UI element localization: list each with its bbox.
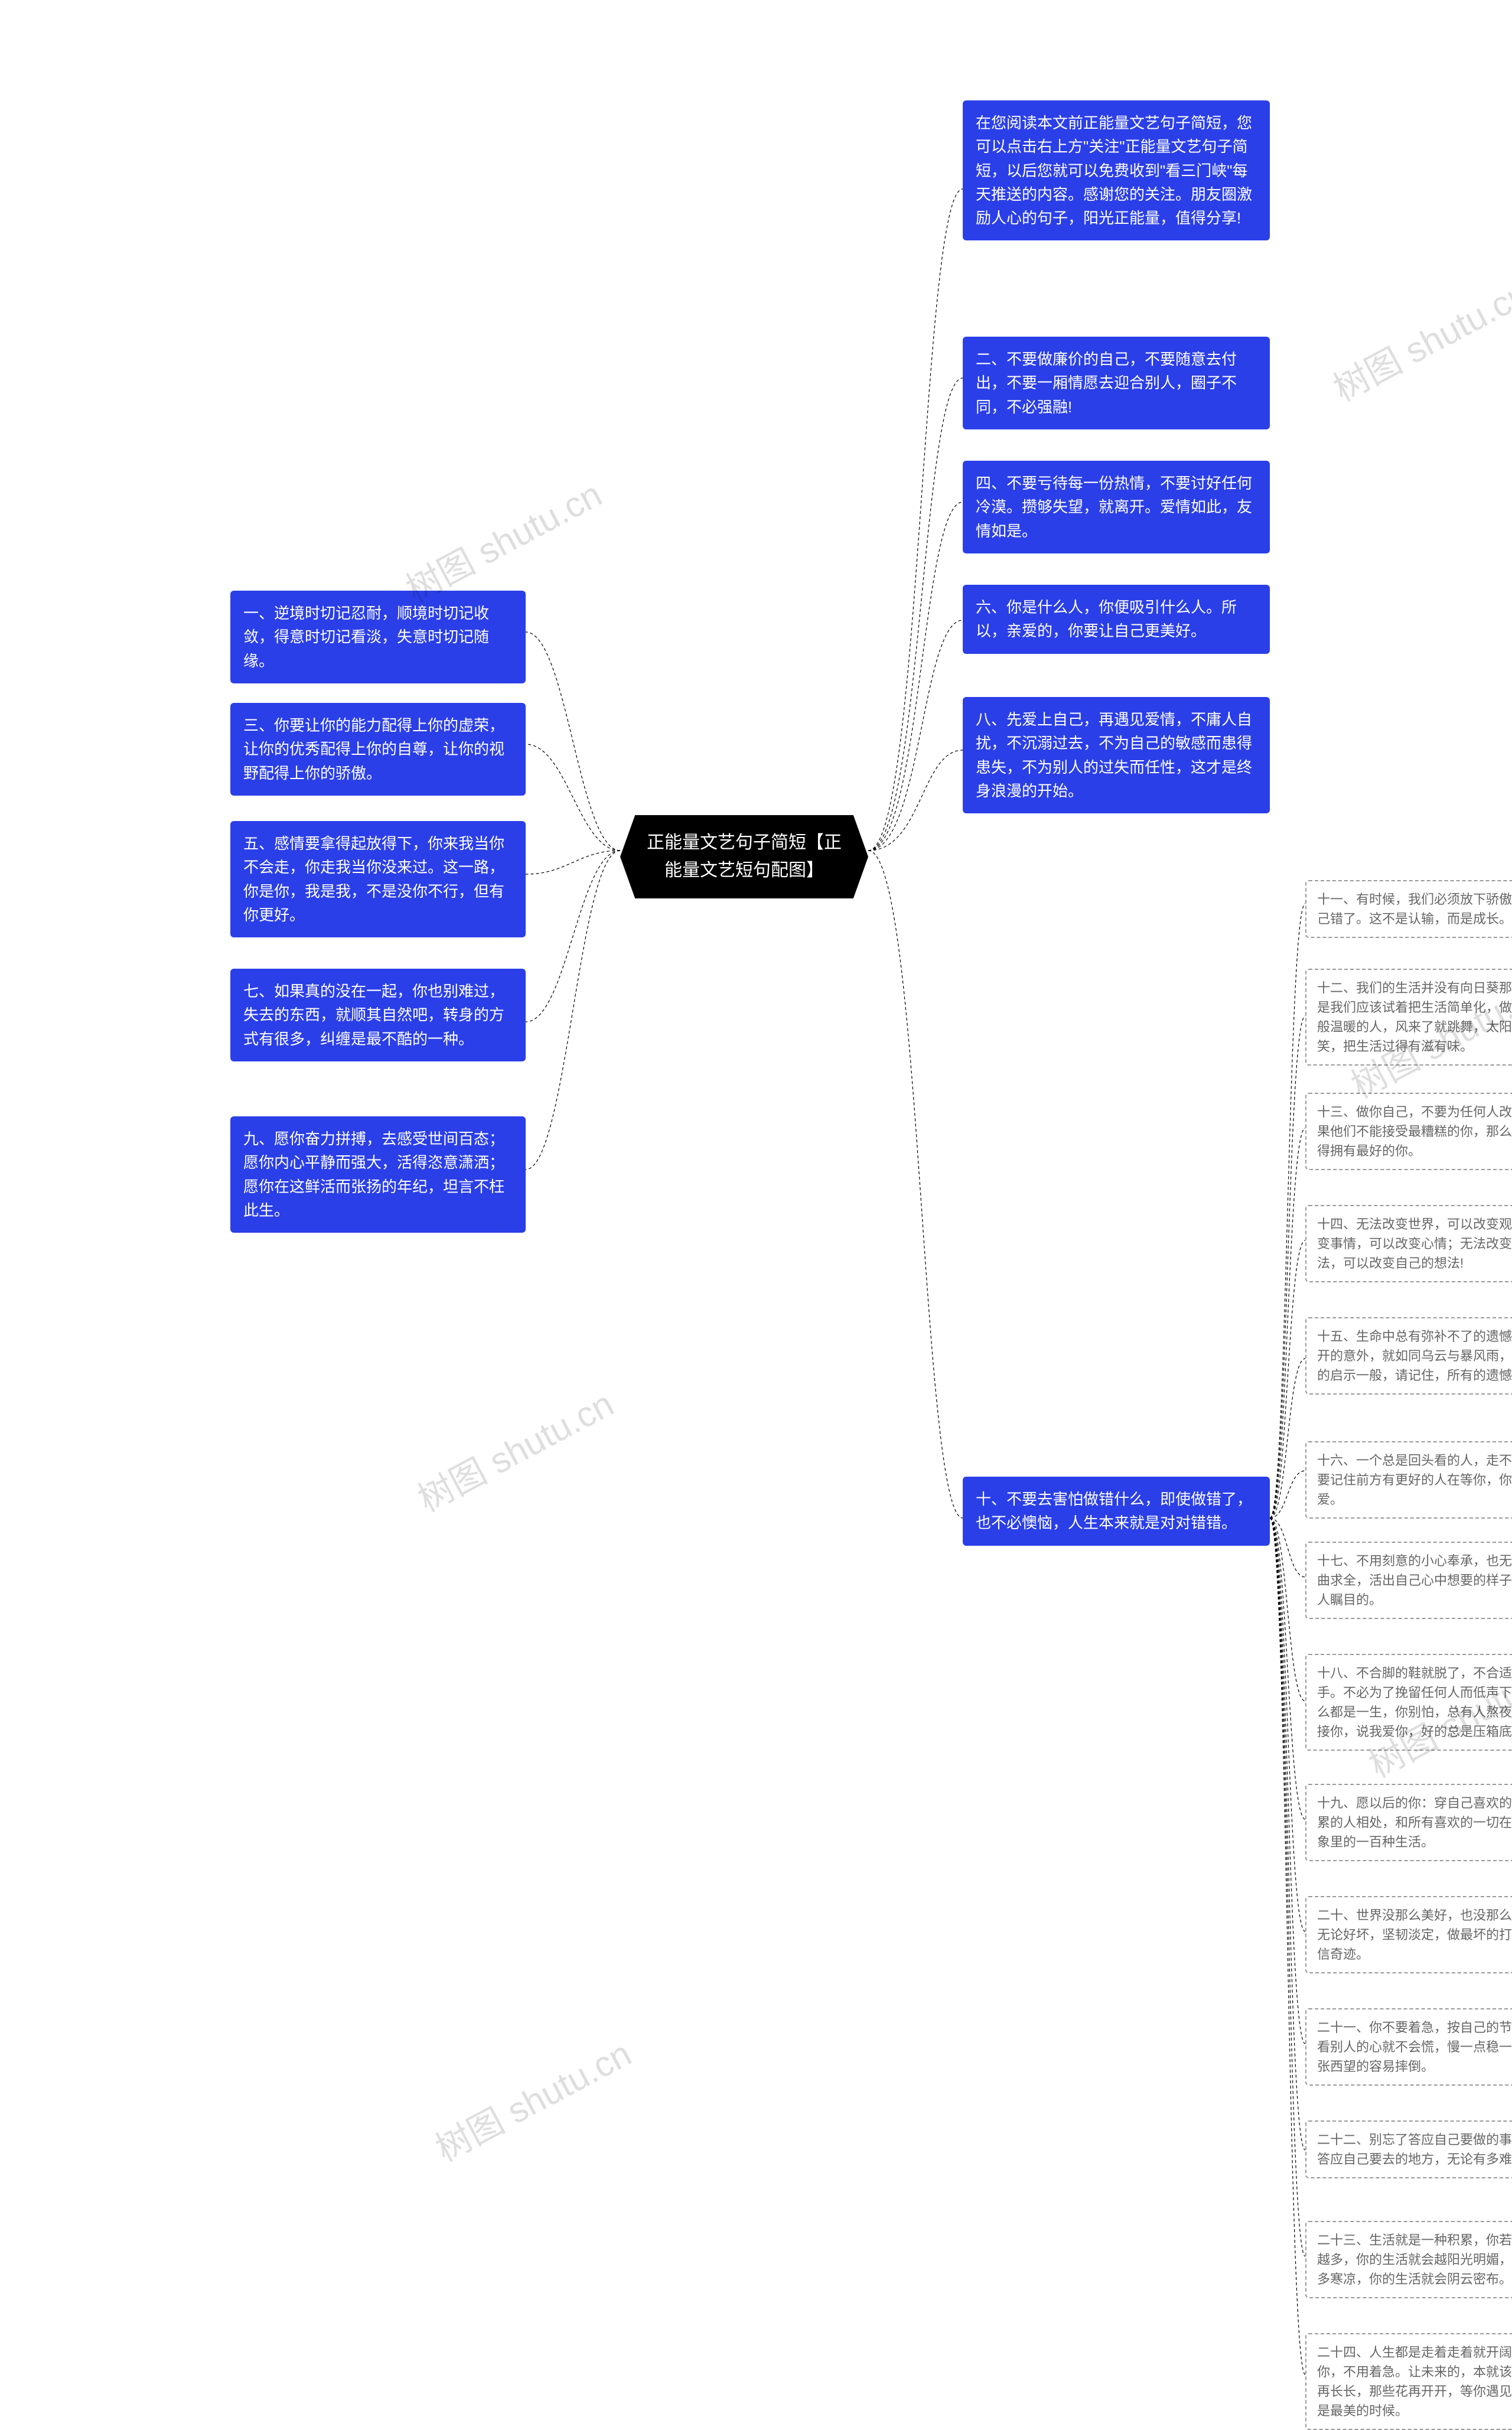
right-node-2[interactable]: 四、不要亏待每一份热情，不要讨好任何冷漠。攒够失望，就离开。爱情如此，友情如是。 — [963, 461, 1270, 553]
left-node-label: 九、愿你奋力拼搏，去感受世间百态；愿你内心平静而强大，活得恣意潇洒；愿你在这鲜活… — [243, 1130, 504, 1219]
right-node-label: 八、先爱上自己，再遇见爱情，不庸人自扰，不沉溺过去，不为自己的敏感而患得患失，不… — [976, 711, 1252, 800]
gray-node-5[interactable]: 十六、一个总是回头看的人，走不了远路，你要记住前方有更好的人在等你，你永远值得被… — [1305, 1441, 1512, 1519]
watermark-5: 树图 shutu.cn — [425, 2025, 639, 2171]
gray-node-label: 二十三、生活就是一种积累，你若储存的温暖越多，你的生活就会越阳光明媚，你若储存太… — [1317, 2233, 1512, 2286]
center-node[interactable]: 正能量文艺句子简短【正 能量文艺短句配图】 — [620, 815, 868, 898]
gray-node-label: 十一、有时候，我们必须放下骄傲，承认是自己错了。这不是认输，而是成长。 — [1317, 892, 1512, 926]
center-text-2: 能量文艺短句配图】 — [664, 861, 824, 880]
gray-node-4[interactable]: 十五、生命中总有弥补不了的遗憾，也有避不开的意外，就如同乌云与暴风雨，是天空最好… — [1305, 1317, 1512, 1395]
right-node-label: 十、不要去害怕做错什么，即使做错了，也不必懊恼，人生本来就是对对错错。 — [976, 1490, 1252, 1532]
gray-node-7[interactable]: 十八、不合脚的鞋就脱了，不合适的人就放手。不必为了挽留任何人而低声下气。反正怎么… — [1305, 1654, 1512, 1751]
left-node-label: 五、感情要拿得起放得下，你来我当你不会走，你走我当你没来过。这一路，你是你，我是… — [243, 835, 504, 924]
gray-node-0[interactable]: 十一、有时候，我们必须放下骄傲，承认是自己错了。这不是认输，而是成长。 — [1305, 880, 1512, 938]
right-node-4[interactable]: 八、先爱上自己，再遇见爱情，不庸人自扰，不沉溺过去，不为自己的敏感而患得患失，不… — [963, 697, 1270, 813]
left-node-3[interactable]: 七、如果真的没在一起，你也别难过，失去的东西，就顺其自然吧，转身的方式有很多，纠… — [230, 969, 526, 1061]
gray-node-label: 二十、世界没那么美好，也没那么糟糕。遇事无论好坏，坚韧淡定，做最坏的打算，同时相… — [1317, 1908, 1512, 1962]
gray-node-9[interactable]: 二十、世界没那么美好，也没那么糟糕。遇事无论好坏，坚韧淡定，做最坏的打算，同时相… — [1305, 1896, 1512, 1973]
left-node-4[interactable]: 九、愿你奋力拼搏，去感受世间百态；愿你内心平静而强大，活得恣意潇洒；愿你在这鲜活… — [230, 1116, 526, 1233]
gray-node-label: 二十二、别忘了答应自己要做的事情，别忘了答应自己要去的地方，无论有多难，有多远。 — [1317, 2132, 1512, 2167]
gray-node-label: 十三、做你自己，不要为任何人改变自己。如果他们不能接受最糟糕的你，那么他们也不值… — [1317, 1105, 1512, 1158]
connectors — [0, 0, 1512, 2409]
gray-node-label: 十五、生命中总有弥补不了的遗憾，也有避不开的意外，就如同乌云与暴风雨，是天空最好… — [1317, 1329, 1512, 1383]
right-node-5[interactable]: 十、不要去害怕做错什么，即使做错了，也不必懊恼，人生本来就是对对错错。 — [963, 1477, 1270, 1546]
left-node-label: 一、逆境时切记忍耐，顺境时切记收敛，得意时切记看淡，失意时切记随缘。 — [243, 604, 489, 670]
center-text-1: 正能量文艺句子简短【正 — [647, 833, 842, 852]
left-node-2[interactable]: 五、感情要拿得起放得下，你来我当你不会走，你走我当你没来过。这一路，你是你，我是… — [230, 821, 526, 937]
mindmap-canvas: 正能量文艺句子简短【正 能量文艺短句配图】 一、逆境时切记忍耐，顺境时切记收敛，… — [0, 0, 1512, 2409]
gray-node-label: 十六、一个总是回头看的人，走不了远路，你要记住前方有更好的人在等你，你永远值得被… — [1317, 1453, 1512, 1507]
gray-node-12[interactable]: 二十三、生活就是一种积累，你若储存的温暖越多，你的生活就会越阳光明媚，你若储存太… — [1305, 2221, 1512, 2298]
gray-node-label: 十七、不用刻意的小心奉承，也无需软弱的委曲求全，活出自己心中想要的样子，才是最令… — [1317, 1553, 1512, 1607]
right-node-label: 四、不要亏待每一份热情，不要讨好任何冷漠。攒够失望，就离开。爱情如此，友情如是。 — [976, 474, 1252, 540]
right-node-1[interactable]: 二、不要做廉价的自己，不要随意去付出，不要一厢情愿去迎合别人，圈子不同，不必强融… — [963, 337, 1270, 429]
gray-node-2[interactable]: 十三、做你自己，不要为任何人改变自己。如果他们不能接受最糟糕的你，那么他们也不值… — [1305, 1093, 1512, 1170]
left-node-label: 七、如果真的没在一起，你也别难过，失去的东西，就顺其自然吧，转身的方式有很多，纠… — [243, 982, 504, 1048]
left-node-label: 三、你要让你的能力配得上你的虚荣，让你的优秀配得上你的自尊，让你的视野配得上你的… — [243, 716, 504, 782]
gray-node-label: 二十一、你不要着急，按自己的节奏来，不去看别人的心就不会慌，慢一点稳一点，总是东… — [1317, 2020, 1512, 2074]
left-node-1[interactable]: 三、你要让你的能力配得上你的虚荣，让你的优秀配得上你的自尊，让你的视野配得上你的… — [230, 703, 526, 796]
gray-node-label: 二十四、人生都是走着走着就开阔了，现在的你，不用着急。让未来的，本就该属于你的树… — [1317, 2345, 1512, 2418]
gray-node-1[interactable]: 十二、我们的生活并没有向日葵那么简单，但是我们应该试着把生活简单化，做一个向日葵… — [1305, 969, 1512, 1066]
gray-node-10[interactable]: 二十一、你不要着急，按自己的节奏来，不去看别人的心就不会慌，慢一点稳一点，总是东… — [1305, 2008, 1512, 2086]
watermark-1: 树图 shutu.cn — [1323, 265, 1512, 411]
right-node-3[interactable]: 六、你是什么人，你便吸引什么人。所以，亲爱的，你要让自己更美好。 — [963, 585, 1270, 654]
right-node-0[interactable]: 在您阅读本文前正能量文艺句子简短，您可以点击右上方"关注"正能量文艺句子简短，以… — [963, 100, 1270, 240]
gray-node-label: 十八、不合脚的鞋就脱了，不合适的人就放手。不必为了挽留任何人而低声下气。反正怎么… — [1317, 1666, 1512, 1739]
gray-node-label: 十九、愿以后的你：穿自己喜欢的衣服，和不累的人相处，和所有喜欢的一切在一起，过想… — [1317, 1796, 1512, 1849]
left-node-0[interactable]: 一、逆境时切记忍耐，顺境时切记收敛，得意时切记看淡，失意时切记随缘。 — [230, 591, 526, 683]
gray-node-8[interactable]: 十九、愿以后的你：穿自己喜欢的衣服，和不累的人相处，和所有喜欢的一切在一起，过想… — [1305, 1784, 1512, 1861]
right-node-label: 六、你是什么人，你便吸引什么人。所以，亲爱的，你要让自己更美好。 — [976, 598, 1237, 640]
watermark-3: 树图 shutu.cn — [408, 1376, 621, 1522]
gray-node-11[interactable]: 二十二、别忘了答应自己要做的事情，别忘了答应自己要去的地方，无论有多难，有多远。 — [1305, 2120, 1512, 2178]
gray-node-label: 十二、我们的生活并没有向日葵那么简单，但是我们应该试着把生活简单化，做一个向日葵… — [1317, 981, 1512, 1054]
gray-node-label: 十四、无法改变世界，可以改变观念；无法改变事情，可以改变心情；无法改变别人的看法… — [1317, 1217, 1512, 1271]
right-node-label: 二、不要做廉价的自己，不要随意去付出，不要一厢情愿去迎合别人，圈子不同，不必强融… — [976, 350, 1237, 416]
gray-node-13[interactable]: 二十四、人生都是走着走着就开阔了，现在的你，不用着急。让未来的，本就该属于你的树… — [1305, 2333, 1512, 2430]
gray-node-3[interactable]: 十四、无法改变世界，可以改变观念；无法改变事情，可以改变心情；无法改变别人的看法… — [1305, 1205, 1512, 1282]
gray-node-6[interactable]: 十七、不用刻意的小心奉承，也无需软弱的委曲求全，活出自己心中想要的样子，才是最令… — [1305, 1542, 1512, 1619]
right-node-label: 在您阅读本文前正能量文艺句子简短，您可以点击右上方"关注"正能量文艺句子简短，以… — [976, 114, 1252, 227]
